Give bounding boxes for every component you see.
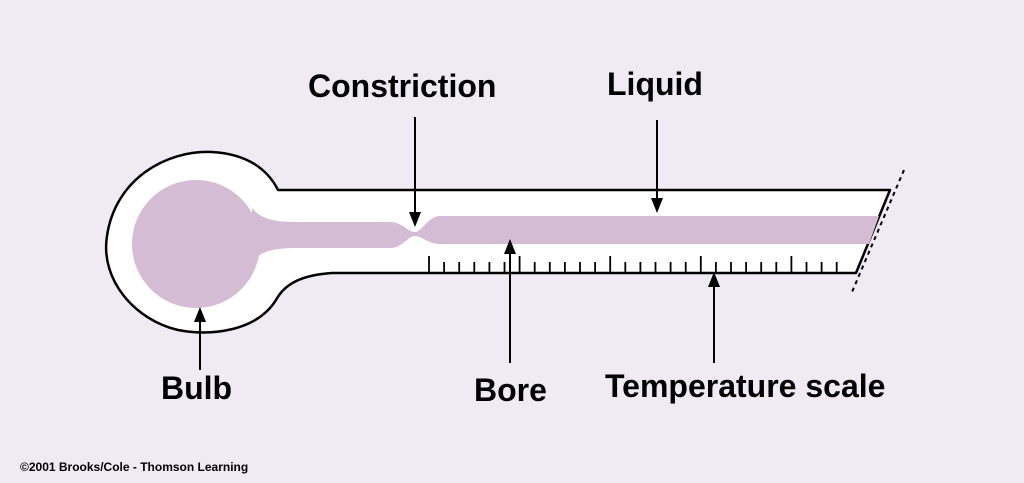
bulb-label: Bulb: [161, 370, 233, 406]
arrow-temperature-scale: [708, 272, 720, 363]
temperature-scale-ticks: [428, 256, 838, 273]
arrow-constriction: [409, 117, 421, 227]
arrow-liquid: [651, 120, 663, 213]
bore-label: Bore: [474, 372, 547, 408]
constriction-label: Constriction: [308, 68, 497, 104]
copyright-credit: ©2001 Brooks/Cole - Thomson Learning: [20, 460, 249, 474]
temperature-scale-label: Temperature scale: [605, 368, 886, 404]
liquid-label: Liquid: [607, 66, 703, 102]
bore-liquid: [252, 208, 879, 262]
bulb-liquid: [132, 180, 260, 308]
cut-line: [851, 169, 905, 293]
arrow-bore: [504, 239, 516, 363]
arrow-bulb: [194, 307, 206, 370]
